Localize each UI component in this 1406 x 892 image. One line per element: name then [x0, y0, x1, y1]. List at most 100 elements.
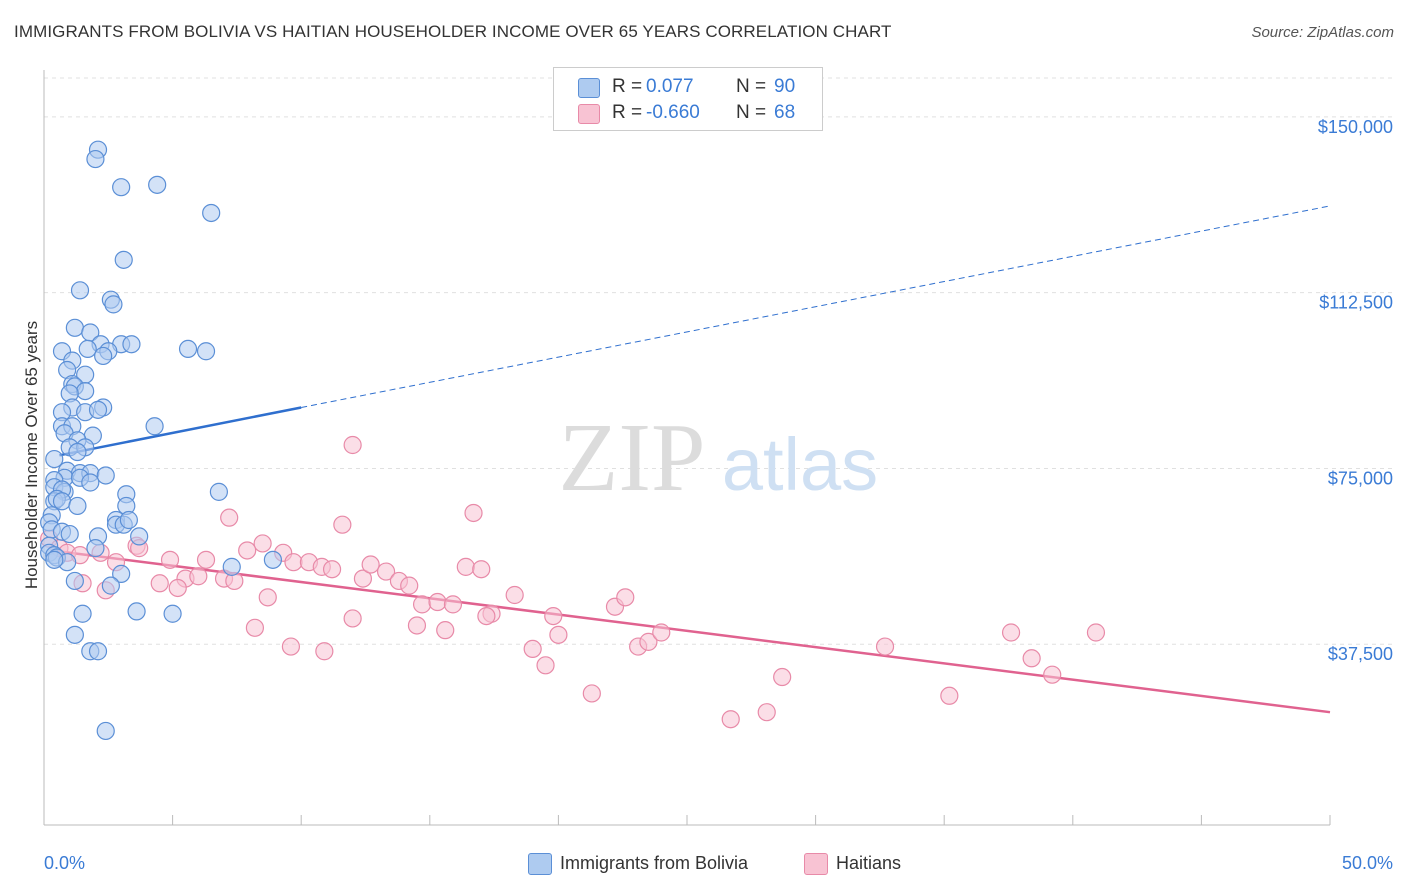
- haitian-point: [284, 553, 303, 572]
- bolivia-point: [178, 339, 198, 359]
- haitian-point: [412, 595, 432, 614]
- bolivia-point: [45, 449, 64, 469]
- haitian-point: [464, 503, 483, 523]
- bolivia-point: [96, 721, 115, 741]
- bolivia-points: [40, 140, 283, 741]
- haitian-point: [456, 557, 475, 576]
- bolivia-point: [68, 496, 87, 516]
- haitian-point: [616, 588, 635, 607]
- bolivia-point: [148, 175, 167, 194]
- axes: [43, 70, 1331, 826]
- haitian-point: [549, 625, 568, 644]
- haitian-point: [168, 578, 187, 598]
- haitian-point: [343, 609, 362, 628]
- bolivia-point: [81, 473, 100, 492]
- chart-title: IMMIGRANTS FROM BOLIVIA VS HAITIAN HOUSE…: [14, 22, 892, 41]
- bolivia-point: [96, 466, 115, 485]
- haitian-point: [757, 703, 776, 722]
- bolivia-trend-line: [59, 406, 302, 457]
- watermark-atlas: atlas: [722, 423, 878, 506]
- haitian-trend-line: [51, 549, 1331, 714]
- haitian-point: [1001, 623, 1021, 642]
- y-tick-label: $112,500: [1319, 293, 1393, 313]
- haitian-point: [443, 595, 463, 614]
- haitian-point: [523, 639, 542, 659]
- bolivia-point: [222, 557, 241, 576]
- haitian-point: [544, 606, 563, 626]
- haitian-point: [189, 567, 208, 586]
- haitian-point: [281, 637, 301, 656]
- legend-n-value: 68: [774, 102, 796, 123]
- bolivia-point: [94, 346, 113, 366]
- haitian-point: [333, 515, 352, 534]
- legend-n-value: 90: [774, 76, 796, 97]
- bolivia-point: [101, 576, 120, 595]
- haitian-point: [245, 618, 265, 637]
- correlation-legend: R = 0.077 N = 90 R = -0.660 N = 68: [553, 67, 823, 131]
- bolivia-point: [88, 400, 108, 419]
- x-tick-label-min: 0.0%: [44, 853, 85, 873]
- haitian-point: [353, 569, 373, 588]
- legend-n-label: N =: [736, 76, 767, 97]
- haitian-point: [407, 616, 427, 635]
- haitian-point: [639, 632, 658, 651]
- watermark-zip: ZIP: [559, 404, 706, 512]
- legend-n-label: N =: [736, 102, 767, 123]
- bolivia-point: [112, 178, 131, 197]
- legend-swatch-blue: [578, 78, 600, 98]
- y-tick-labels: $37,500 $75,000 $112,500 $150,000: [1318, 117, 1393, 664]
- bolivia-point: [202, 203, 221, 223]
- haitian-point: [150, 574, 169, 593]
- legend-r-value: -0.660: [646, 102, 700, 123]
- bolivia-point: [60, 524, 79, 544]
- bolivia-point: [73, 604, 92, 623]
- bolivia-point: [209, 482, 228, 501]
- haitian-point: [582, 684, 601, 703]
- bottom-legend-label: Haitians: [836, 853, 902, 873]
- haitian-point: [505, 585, 524, 605]
- legend-r-value: 0.077: [646, 76, 694, 97]
- haitian-point: [361, 555, 380, 574]
- haitian-point: [196, 550, 216, 569]
- y-tick-label: $150,000: [1318, 117, 1393, 137]
- bolivia-point: [104, 295, 123, 314]
- haitian-point: [1086, 623, 1106, 642]
- legend-swatch-pink: [578, 104, 600, 124]
- bolivia-point: [65, 571, 84, 591]
- haitian-point: [436, 621, 455, 640]
- haitian-point: [773, 667, 792, 687]
- bottom-legend-swatch-blue: [528, 853, 552, 875]
- haitian-point: [315, 642, 334, 661]
- watermark: ZIP atlas: [559, 404, 879, 512]
- bolivia-point: [122, 335, 141, 354]
- legend-r-label: R =: [612, 76, 643, 97]
- haitian-point: [160, 550, 180, 569]
- bolivia-point: [65, 318, 84, 337]
- bolivia-point: [196, 342, 216, 361]
- source-label: Source: ZipAtlas.com: [1251, 24, 1394, 41]
- haitian-point: [875, 637, 895, 656]
- bolivia-point: [112, 564, 131, 584]
- haitian-point: [322, 560, 342, 579]
- haitian-point: [400, 576, 419, 595]
- bolivia-trend-extension: [301, 205, 1331, 408]
- bolivia-point: [163, 604, 182, 623]
- x-tick-label-max: 50.0%: [1342, 853, 1393, 873]
- bolivia-point: [76, 381, 95, 401]
- bolivia-point: [65, 625, 84, 644]
- bolivia-point: [70, 281, 90, 300]
- bolivia-point: [88, 642, 108, 661]
- bolivia-point: [145, 417, 164, 436]
- haitian-point: [258, 588, 277, 607]
- bolivia-point: [114, 250, 133, 269]
- bottom-legend-label: Immigrants from Bolivia: [560, 853, 749, 873]
- haitian-point: [343, 435, 362, 455]
- haitian-point: [652, 623, 671, 642]
- haitian-point: [1022, 649, 1041, 668]
- bolivia-point: [263, 550, 283, 569]
- haitian-point: [477, 606, 496, 626]
- trend-lines: [51, 205, 1331, 714]
- bolivia-point: [119, 510, 138, 530]
- haitian-point: [253, 534, 272, 553]
